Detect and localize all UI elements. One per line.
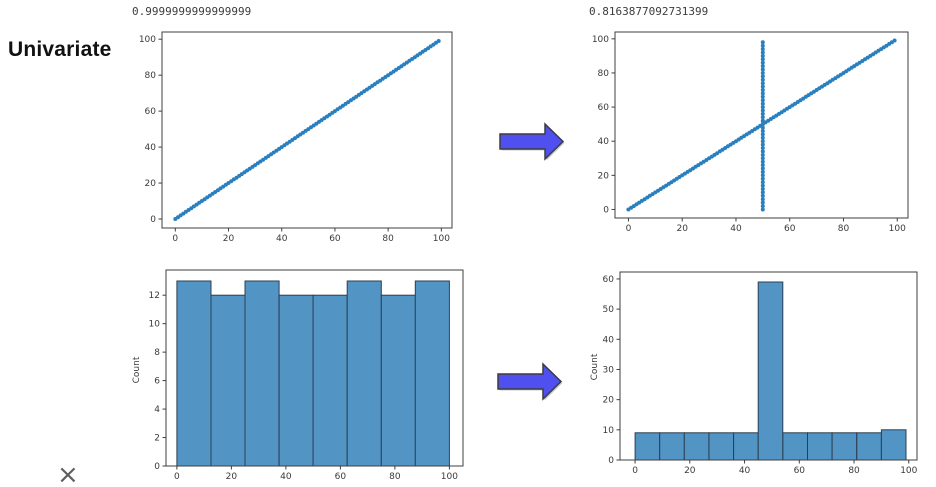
svg-text:60: 60 — [598, 103, 610, 113]
hist-after-y-axis-label: Count — [590, 353, 600, 381]
histogram-after-plot: 0 20 40 60 80 100 0 10 20 30 40 50 60 — [585, 253, 933, 487]
svg-text:60: 60 — [329, 234, 341, 244]
correlation-value-before: 0.9999999999999999 — [132, 5, 252, 18]
x-mark-icon: × — [57, 460, 79, 487]
svg-text:0: 0 — [626, 224, 632, 234]
svg-text:60: 60 — [784, 224, 796, 234]
svg-text:40: 40 — [280, 472, 292, 482]
svg-text:0: 0 — [603, 205, 609, 215]
svg-text:20: 20 — [603, 396, 615, 406]
svg-text:0: 0 — [154, 462, 160, 472]
svg-text:0: 0 — [632, 466, 638, 476]
svg-text:80: 80 — [838, 224, 850, 234]
svg-text:80: 80 — [848, 466, 860, 476]
svg-text:12: 12 — [149, 291, 160, 301]
svg-text:6: 6 — [154, 377, 160, 387]
row-label-univariate: Univariate — [8, 38, 112, 61]
svg-text:20: 20 — [598, 171, 610, 181]
svg-text:20: 20 — [226, 472, 238, 482]
svg-text:0: 0 — [608, 456, 614, 466]
svg-text:30: 30 — [603, 365, 615, 375]
svg-text:40: 40 — [598, 137, 610, 147]
svg-text:100: 100 — [139, 35, 156, 45]
svg-text:0: 0 — [174, 472, 180, 482]
svg-text:100: 100 — [889, 224, 906, 234]
svg-text:40: 40 — [145, 143, 157, 153]
svg-text:60: 60 — [794, 466, 806, 476]
block-arrow-right-icon — [493, 357, 565, 409]
svg-text:10: 10 — [603, 426, 615, 436]
svg-text:100: 100 — [441, 472, 458, 482]
svg-text:20: 20 — [145, 179, 157, 189]
svg-text:20: 20 — [684, 466, 696, 476]
svg-text:60: 60 — [145, 107, 157, 117]
scatter-after-plot: 0 20 40 60 80 100 0 20 40 60 80 100 — [585, 2, 933, 246]
svg-text:40: 40 — [730, 224, 742, 234]
svg-text:4: 4 — [154, 405, 160, 415]
svg-text:60: 60 — [603, 275, 615, 285]
svg-text:60: 60 — [335, 472, 347, 482]
svg-text:100: 100 — [592, 35, 609, 45]
svg-text:40: 40 — [739, 466, 751, 476]
svg-text:50: 50 — [603, 305, 615, 315]
svg-text:2: 2 — [154, 434, 160, 444]
svg-text:20: 20 — [676, 224, 688, 234]
svg-text:100: 100 — [433, 234, 450, 244]
svg-text:0: 0 — [150, 215, 156, 225]
correlation-value-after: 0.8163877092731399 — [589, 5, 709, 18]
svg-text:80: 80 — [382, 234, 394, 244]
svg-text:0: 0 — [172, 234, 178, 244]
svg-text:8: 8 — [154, 348, 160, 358]
svg-text:20: 20 — [223, 234, 235, 244]
svg-text:80: 80 — [389, 472, 401, 482]
svg-text:100: 100 — [900, 466, 917, 476]
hist-before-y-axis-label: Count — [132, 356, 142, 384]
histogram-before-plot: 0 20 40 60 80 100 0 2 4 6 8 10 12 — [105, 253, 477, 487]
svg-text:40: 40 — [603, 335, 615, 345]
scatter-before-plot: 0 20 40 60 80 100 0 20 40 60 80 100 — [130, 2, 465, 246]
block-arrow-right-icon — [495, 117, 567, 169]
svg-text:80: 80 — [145, 71, 157, 81]
svg-text:80: 80 — [598, 69, 610, 79]
svg-text:10: 10 — [149, 320, 161, 330]
svg-text:40: 40 — [276, 234, 288, 244]
